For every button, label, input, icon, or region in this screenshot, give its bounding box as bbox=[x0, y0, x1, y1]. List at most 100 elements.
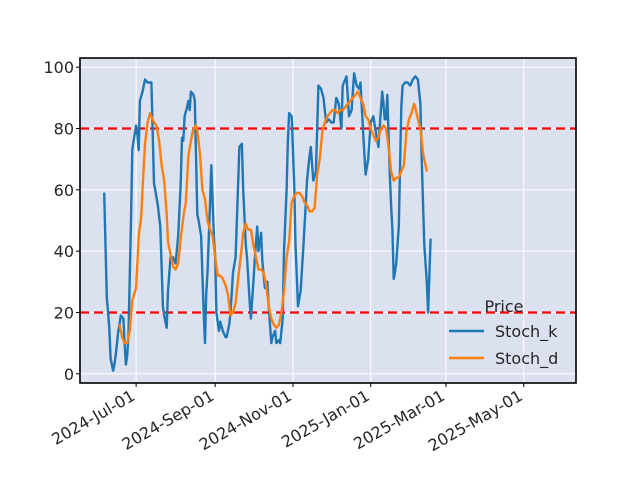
legend-title: Price bbox=[484, 297, 523, 316]
data-point bbox=[252, 281, 254, 283]
data-point bbox=[287, 143, 289, 145]
data-point bbox=[141, 91, 144, 93]
data-point bbox=[339, 109, 341, 111]
data-point bbox=[144, 78, 146, 81]
data-point bbox=[270, 342, 272, 344]
data-point bbox=[268, 305, 270, 307]
data-point bbox=[405, 131, 407, 133]
data-point bbox=[163, 314, 165, 317]
data-point bbox=[150, 81, 152, 84]
plot-frame bbox=[79, 57, 577, 384]
data-point bbox=[138, 149, 140, 151]
data-point bbox=[393, 180, 395, 182]
data-point bbox=[362, 103, 364, 105]
data-point bbox=[422, 152, 424, 154]
data-point bbox=[410, 112, 413, 114]
data-point bbox=[282, 318, 284, 320]
data-point bbox=[222, 330, 224, 332]
data-point bbox=[306, 204, 308, 206]
data-point bbox=[340, 127, 342, 130]
data-point bbox=[228, 324, 230, 326]
data-point bbox=[229, 314, 232, 317]
data-point bbox=[314, 207, 316, 209]
data-point bbox=[264, 287, 266, 289]
data-point bbox=[111, 364, 113, 366]
data-point bbox=[283, 290, 285, 292]
data-point bbox=[328, 118, 330, 120]
data-point bbox=[407, 81, 409, 84]
data-point bbox=[184, 115, 186, 117]
grid bbox=[80, 58, 576, 383]
data-point bbox=[395, 177, 397, 179]
data-point bbox=[344, 78, 346, 81]
data-point bbox=[321, 131, 323, 133]
data-point bbox=[359, 81, 362, 84]
data-point bbox=[249, 299, 251, 301]
data-point bbox=[214, 256, 216, 258]
data-point bbox=[370, 127, 372, 130]
legend-label-stoch_k: Stoch_k bbox=[495, 322, 558, 342]
data-point bbox=[278, 339, 280, 341]
data-point bbox=[426, 281, 428, 283]
data-point bbox=[362, 131, 364, 133]
data-point bbox=[124, 342, 126, 344]
data-point bbox=[250, 229, 252, 231]
data-point bbox=[417, 118, 419, 120]
data-point bbox=[242, 189, 244, 191]
data-point bbox=[274, 330, 276, 332]
data-point bbox=[218, 330, 220, 332]
data-point bbox=[414, 75, 416, 77]
data-point bbox=[196, 131, 198, 133]
data-point bbox=[140, 216, 142, 218]
data-point bbox=[370, 121, 372, 123]
data-point bbox=[308, 155, 311, 157]
y-tick-label: 0 bbox=[64, 365, 74, 384]
data-point bbox=[110, 357, 112, 360]
data-point bbox=[245, 244, 247, 246]
y-tick-label: 20 bbox=[54, 303, 74, 322]
data-point bbox=[147, 81, 149, 84]
data-point bbox=[241, 143, 243, 145]
data-point bbox=[412, 78, 414, 81]
data-point bbox=[419, 127, 421, 130]
data-point bbox=[136, 134, 138, 136]
data-point bbox=[393, 278, 395, 280]
data-point bbox=[235, 256, 237, 258]
data-point bbox=[186, 106, 188, 108]
data-point bbox=[408, 118, 410, 120]
data-point bbox=[260, 269, 262, 271]
data-point bbox=[250, 318, 252, 320]
data-point bbox=[198, 219, 200, 222]
data-point bbox=[414, 106, 416, 108]
data-point bbox=[316, 127, 318, 130]
data-point bbox=[256, 226, 258, 228]
y-tick-label: 60 bbox=[54, 181, 74, 200]
data-point bbox=[365, 115, 367, 117]
data-point bbox=[209, 229, 211, 231]
data-point bbox=[126, 354, 128, 356]
data-point bbox=[182, 140, 184, 142]
data-point bbox=[103, 192, 105, 194]
data-point bbox=[384, 118, 386, 120]
data-point bbox=[403, 164, 405, 166]
data-point bbox=[139, 100, 141, 102]
data-point bbox=[166, 213, 168, 215]
data-point bbox=[298, 192, 300, 194]
data-point bbox=[177, 262, 179, 264]
data-point bbox=[169, 253, 172, 255]
data-point bbox=[398, 226, 400, 228]
data-point bbox=[417, 78, 419, 81]
data-point bbox=[329, 112, 331, 114]
data-point bbox=[404, 81, 406, 84]
data-point bbox=[300, 290, 302, 292]
data-point bbox=[310, 146, 312, 148]
data-point bbox=[349, 100, 351, 102]
data-point bbox=[402, 85, 404, 87]
series-layer bbox=[103, 72, 432, 372]
data-point bbox=[293, 195, 295, 197]
data-point bbox=[224, 336, 226, 338]
data-point bbox=[348, 115, 350, 117]
data-point bbox=[283, 250, 285, 252]
data-point bbox=[275, 342, 277, 344]
data-point bbox=[180, 238, 182, 240]
